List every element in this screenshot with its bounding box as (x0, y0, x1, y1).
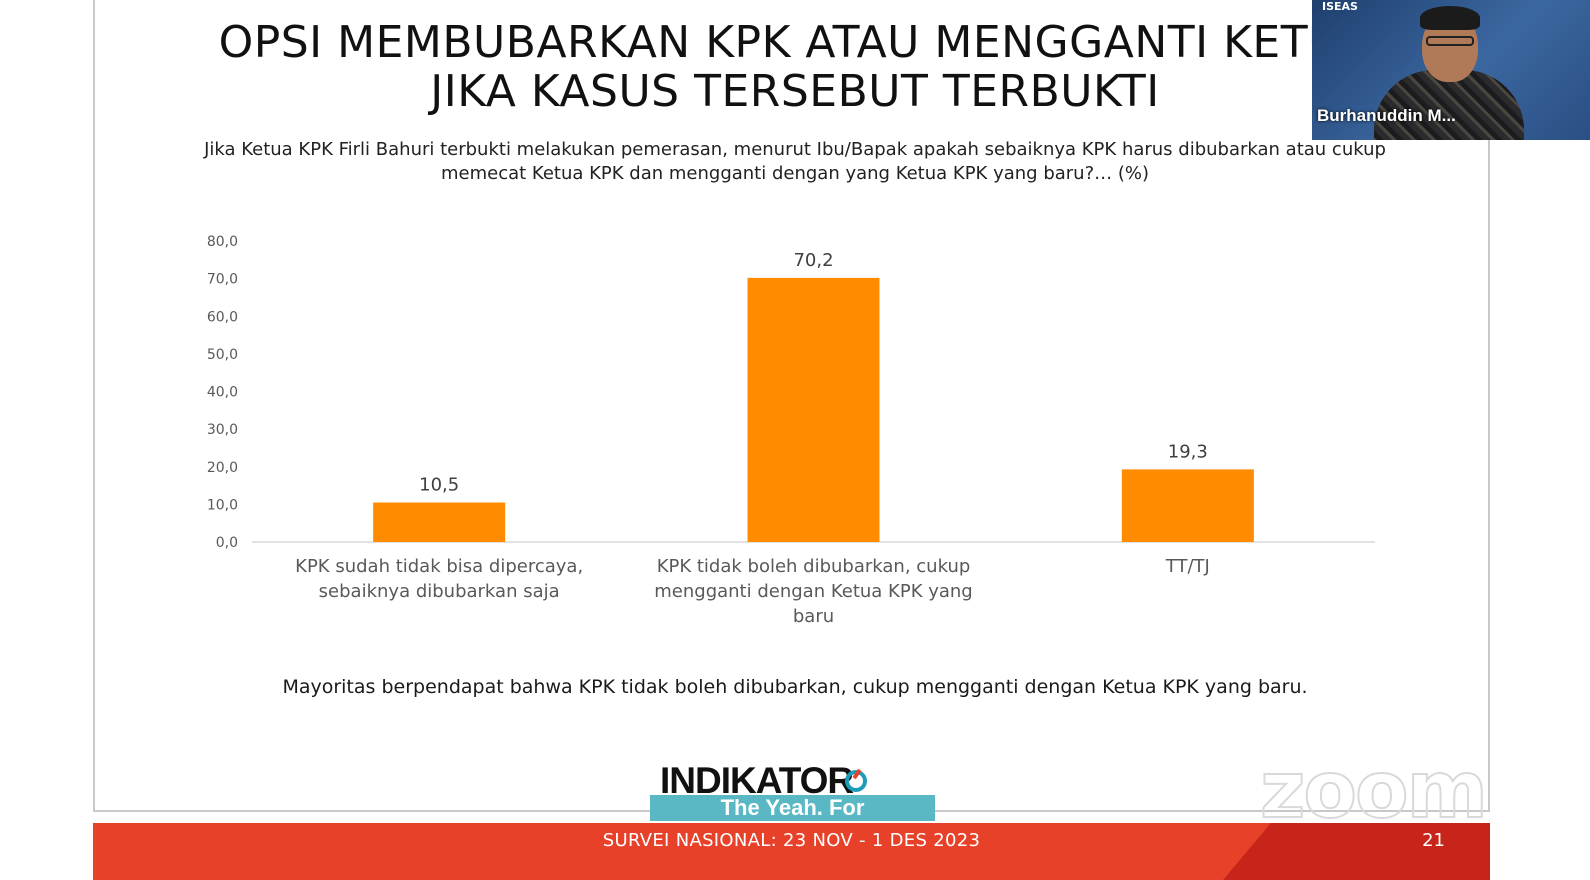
y-tick-label: 80,0 (207, 234, 238, 250)
y-tick-label: 20,0 (207, 460, 238, 476)
chart-question: Jika Ketua KPK Firli Bahuri terbukti mel… (150, 138, 1440, 186)
question-line-1: Jika Ketua KPK Firli Bahuri terbukti mel… (204, 139, 1386, 160)
bar (1121, 469, 1254, 542)
zoom-watermark: zoom (1259, 745, 1489, 837)
category-label: KPK sudah tidak bisa dipercaya, (295, 556, 583, 577)
data-label: 19,3 (1168, 441, 1208, 462)
participant-glasses (1426, 36, 1474, 46)
category-label: TT/TJ (1165, 556, 1210, 577)
footer-survey-text: SURVEI NASIONAL: 23 NOV - 1 DES 2023 (602, 830, 981, 851)
participant-hair (1420, 6, 1480, 30)
data-label: 70,2 (793, 250, 833, 271)
y-tick-label: 70,0 (207, 272, 238, 288)
participant-video-tile[interactable]: ISEAS Burhanuddin M... (1312, 0, 1590, 140)
conclusion-text: Mayoritas berpendapat bahwa KPK tidak bo… (282, 676, 1308, 698)
data-label: 10,5 (419, 474, 459, 495)
category-label: baru (793, 606, 834, 627)
y-tick-label: 40,0 (207, 385, 238, 401)
logo-mark-icon (845, 770, 867, 792)
y-tick-label: 30,0 (207, 422, 238, 438)
subtitle-caption: The Yeah. For (650, 795, 935, 821)
footer-bar: SURVEI NASIONAL: 23 NOV - 1 DES 2023 21 (93, 823, 1490, 880)
video-brand-text: ISEAS (1322, 0, 1358, 13)
category-label: mengganti dengan Ketua KPK yang (654, 581, 972, 602)
y-tick-label: 60,0 (207, 309, 238, 325)
bar (747, 277, 880, 542)
category-label: KPK tidak boleh dibubarkan, cukup (657, 556, 971, 577)
title-line-2: JIKA KASUS TERSEBUT TERBUKTI (430, 66, 1160, 117)
slide-title: OPSI MEMBUBARKAN KPK ATAU MENGGANTI KETU… (0, 18, 1590, 116)
page-number: 21 (1422, 830, 1445, 851)
bar-chart: 0,0 10,0 20,0 30,0 40,0 50,0 60,0 70,0 80,0 10,5 K… (207, 234, 1375, 627)
question-line-2: memecat Ketua KPK dan mengganti dengan y… (440, 163, 1150, 184)
y-tick-label: 10,0 (207, 497, 238, 513)
title-line-1: OPSI MEMBUBARKAN KPK ATAU MENGGANTI KETU… (218, 17, 1372, 68)
participant-name: Burhanuddin M... (1317, 106, 1456, 125)
logo-text: INDIKATOR (660, 760, 854, 801)
y-tick-label: 50,0 (207, 347, 238, 363)
category-label: sebaiknya dibubarkan saja (319, 581, 560, 602)
bar (373, 502, 506, 542)
y-tick-label: 0,0 (216, 535, 238, 551)
indikator-logo: INDIKATOR (650, 760, 940, 820)
